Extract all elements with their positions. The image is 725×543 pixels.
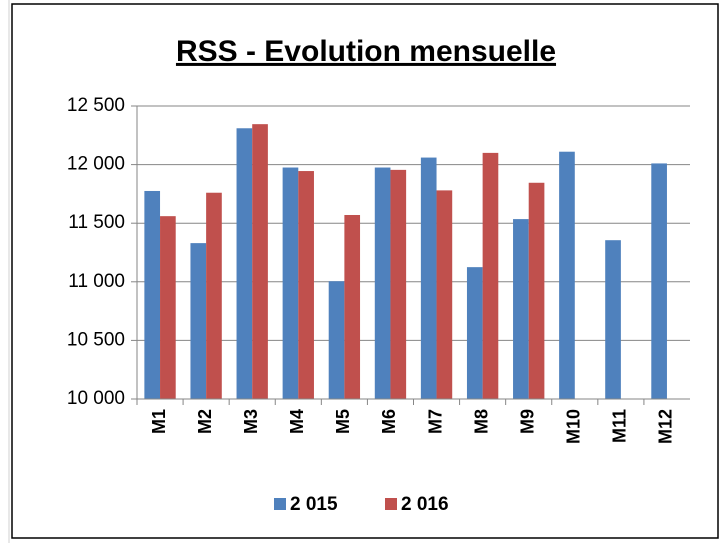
bar [374,167,391,399]
legend-swatch [274,498,286,510]
x-tick-label: M1 [149,409,169,434]
x-tick-label: M9 [517,409,537,434]
bar [513,219,529,399]
bar [328,281,345,399]
bar [160,216,176,399]
bar [528,182,545,399]
bar [206,192,222,399]
bar [236,128,253,399]
chart-area [11,3,719,539]
bar [420,157,437,399]
y-tick-label: 10 500 [67,329,125,350]
bar [390,169,407,399]
bar [252,124,268,399]
bar [344,214,361,399]
bar [436,190,453,399]
bar [559,151,575,399]
bar [282,167,299,399]
x-tick-label: M7 [425,409,445,434]
chart-title: RSS - Evolution mensuelle [176,35,556,68]
bar [144,190,161,399]
y-tick-label: 12 000 [67,154,125,175]
legend-label: 2 015 [290,494,338,515]
y-tick-label: 11 500 [68,212,125,233]
legend-label: 2 016 [401,494,449,515]
y-tick-label: 12 500 [67,95,125,116]
x-tick-label: M10 [564,409,584,444]
x-tick-label: M3 [241,409,261,434]
bar [651,163,667,399]
bar [482,152,499,399]
bar [190,243,207,399]
bar [466,267,483,399]
y-tick-label: 10 000 [67,388,125,409]
x-tick-label: M6 [379,409,399,434]
x-tick-label: M11 [610,409,630,443]
x-tick-label: M2 [195,409,215,434]
bar [605,240,621,399]
x-tick-label: M5 [333,409,353,434]
bar [298,171,314,399]
x-tick-label: M8 [471,409,491,434]
legend-swatch [385,498,397,510]
x-tick-label: M4 [287,409,307,434]
y-tick-label: 11 000 [68,271,125,292]
x-tick-label: M12 [656,409,676,444]
